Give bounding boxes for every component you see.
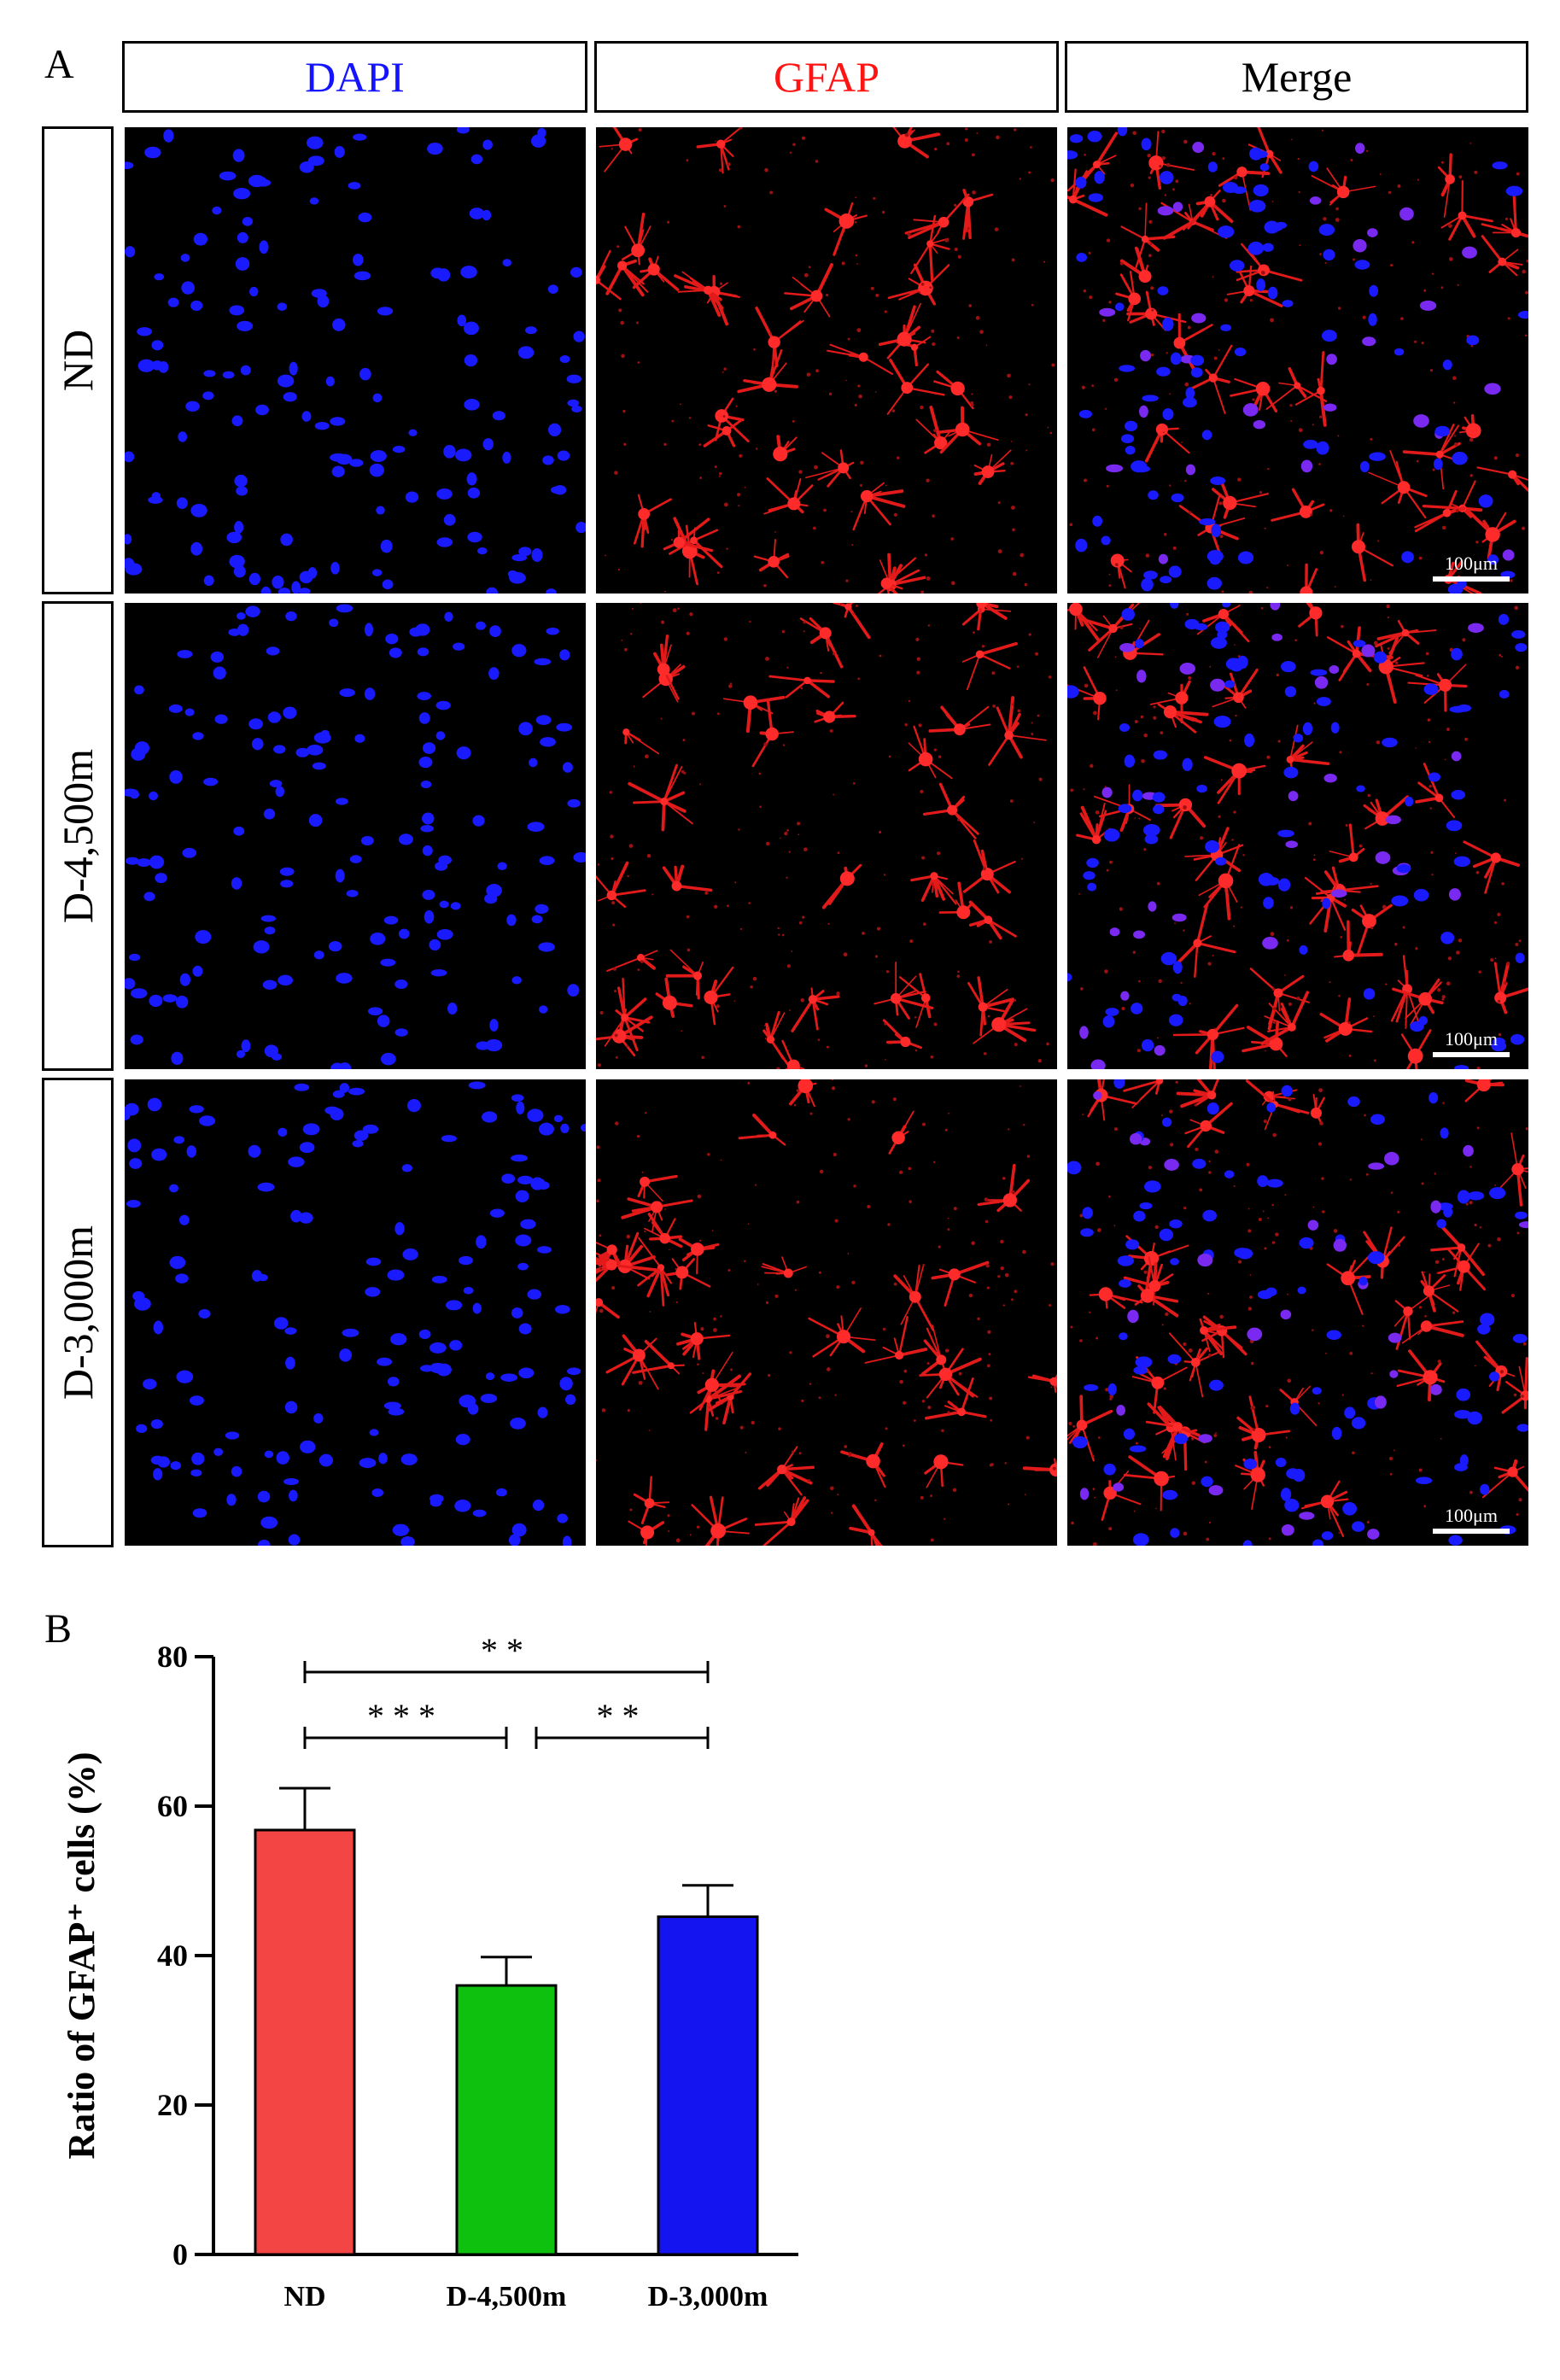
y-tick-label: 40 — [157, 1939, 188, 1973]
micrograph-d3000-merge: 100μm — [1067, 1079, 1528, 1546]
column-header-merge: Merge — [1065, 41, 1528, 113]
x-tick-label: D-4,500m — [447, 2281, 567, 2313]
x-tick-label: ND — [283, 2281, 325, 2313]
x-tick-label: D-3,000m — [648, 2281, 768, 2313]
bar-D-3,000m — [657, 1915, 759, 2256]
panel-a-letter: A — [44, 42, 74, 87]
micrograph-d3000-dapi — [125, 1079, 586, 1546]
column-header-gfap: GFAP — [594, 41, 1059, 113]
row-header-d4500: D-4,500m — [42, 601, 114, 1071]
y-axis-label: Ratio of GFAP⁺ cells (%) — [61, 1752, 102, 2160]
significance-label: ** — [597, 1697, 648, 1735]
micrograph-d4500-merge: 100μm — [1067, 603, 1528, 1069]
bar-chart: 0 20 40 60 80 Ratio of GFAP⁺ cells (%) ND D-4,5… — [61, 1631, 798, 2313]
micrograph-d3000-gfap — [596, 1079, 1057, 1546]
panel-b-letter: B — [44, 1606, 73, 1652]
row-header-d3000: D-3,000m — [42, 1078, 114, 1547]
column-header-dapi: DAPI — [122, 41, 587, 113]
micrograph-nd-dapi — [125, 127, 586, 594]
y-tick-label: 80 — [157, 1640, 188, 1674]
significance-label: ** — [481, 1631, 532, 1670]
row-header-nd: ND — [42, 126, 114, 594]
micrograph-d4500-dapi — [125, 603, 586, 1069]
y-tick-label: 0 — [172, 2237, 188, 2272]
micrograph-d4500-gfap — [596, 603, 1057, 1069]
scale-bar-d3000: 100μm — [1433, 1505, 1510, 1534]
y-tick-label: 20 — [157, 2088, 188, 2122]
micrograph-nd-gfap — [596, 127, 1057, 594]
micrograph-nd-merge: 100μm — [1067, 127, 1528, 594]
bar-ND — [254, 1828, 356, 2256]
y-tick-label: 60 — [157, 1789, 188, 1823]
bar-D-4,500m — [455, 1984, 558, 2256]
scale-bar-d4500: 100μm — [1433, 1028, 1510, 1057]
scale-bar-nd: 100μm — [1433, 553, 1510, 582]
significance-label: *** — [367, 1697, 444, 1735]
